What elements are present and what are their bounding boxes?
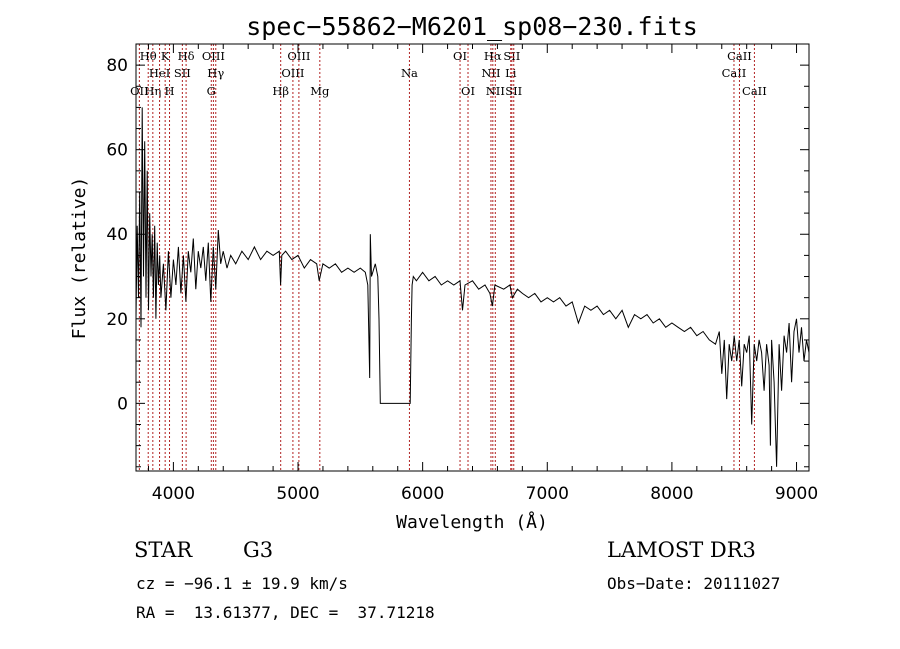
- line-label: Hα: [484, 49, 502, 63]
- y-tick-label: 60: [106, 141, 128, 161]
- line-label: CaII: [727, 49, 752, 63]
- x-tick-label: 7000: [526, 484, 569, 504]
- x-tick-label: 8000: [650, 484, 693, 504]
- line-label: OIII: [287, 49, 310, 63]
- line-label: Na: [401, 66, 418, 80]
- line-label: Hγ: [207, 66, 224, 80]
- line-label: G: [207, 84, 216, 98]
- observation-date: Obs−Date: 20111027: [607, 574, 781, 593]
- line-label: Hθ: [140, 49, 157, 63]
- y-tick-label: 20: [106, 310, 128, 330]
- emission-line-markers: OII Hθ Hη HeI K H SII Hδ G OIII Hγ Hβ OIII OIII Mg Na OI…: [130, 44, 767, 471]
- plot-frame: [135, 43, 810, 472]
- x-tick-label: 5000: [276, 484, 319, 504]
- line-label: HeI: [149, 66, 170, 80]
- line-label: OIII: [281, 66, 304, 80]
- line-label: K: [161, 49, 170, 63]
- flux-series-line: [135, 107, 810, 467]
- line-label: SII: [505, 84, 522, 98]
- line-label: NII: [486, 84, 505, 98]
- line-label: H: [165, 84, 175, 98]
- y-tick-label: 40: [106, 225, 128, 245]
- line-label: SII: [174, 66, 191, 80]
- line-label: OIII: [202, 49, 225, 63]
- x-tick-label: 9000: [775, 484, 818, 504]
- line-label: Mg: [310, 84, 330, 98]
- x-tick-label: 6000: [401, 484, 444, 504]
- line-label: CaII: [722, 66, 747, 80]
- object-subclass: G3: [243, 538, 274, 562]
- line-label: OI: [453, 49, 467, 63]
- redshift-cz: cz = −96.1 ± 19.9 km/s: [136, 574, 348, 593]
- line-label: SII: [503, 49, 520, 63]
- line-label: NII: [481, 66, 500, 80]
- x-axis-label: Wavelength (Å): [396, 511, 548, 533]
- axis-ticks: 4000 5000 6000 7000 8000 9000 0 20 40 60 80: [106, 43, 818, 504]
- line-label: Hβ: [272, 84, 289, 98]
- survey-name: LAMOST DR3: [607, 538, 756, 562]
- line-label: Hη: [144, 84, 161, 98]
- x-tick-label: 4000: [152, 484, 195, 504]
- line-label: Li: [505, 66, 517, 80]
- y-tick-label: 0: [117, 394, 128, 414]
- chart-title: spec−55862−M6201_sp08−230.fits: [246, 12, 698, 41]
- y-axis-label: Flux (relative): [69, 177, 90, 340]
- line-label: OII: [130, 84, 149, 98]
- line-label: Hδ: [178, 49, 195, 63]
- y-tick-label: 80: [106, 56, 128, 76]
- line-label: CaII: [742, 84, 767, 98]
- line-label: OI: [461, 84, 475, 98]
- coordinates: RA = 13.61377, DEC = 37.71218: [136, 603, 435, 622]
- object-class: STAR: [134, 538, 193, 562]
